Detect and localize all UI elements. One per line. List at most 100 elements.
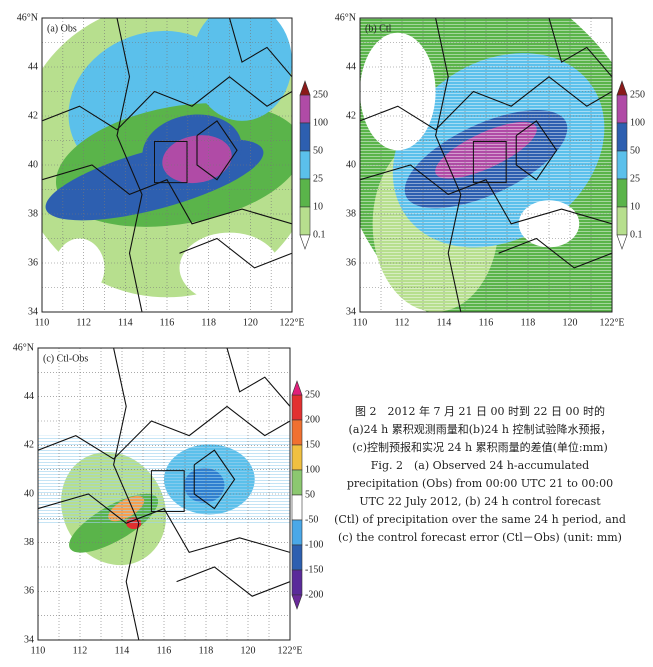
lat-label: 40 xyxy=(346,159,356,170)
lon-label: 116 xyxy=(157,645,172,656)
panel-label: (c) Ctl-Obs xyxy=(43,353,88,364)
colorbar-segment xyxy=(291,444,303,471)
caption-zh: (a)24 h 累积观测雨量和(b)24 h 控制试验降水预报， xyxy=(349,422,612,436)
beijing-box xyxy=(154,140,188,184)
colorbar-segment xyxy=(291,469,303,496)
colorbar-bottom xyxy=(291,594,303,610)
boundary xyxy=(38,405,290,460)
lat-label: 44 xyxy=(346,61,356,72)
boundary xyxy=(193,449,236,510)
boundary xyxy=(515,120,558,181)
beijing-box xyxy=(150,470,185,513)
panel-label: (b) Ctl xyxy=(365,23,392,34)
boundary xyxy=(176,566,290,597)
map-frame xyxy=(37,347,291,641)
lon-label: 122°E xyxy=(599,317,624,328)
caption-zh: (c)控制预报和实况 24 h 累积雨量的差值(单位:mm) xyxy=(352,440,607,454)
panel-label: (a) Obs xyxy=(47,23,77,34)
caption-zh: 图 2 2012 年 7 月 21 日 00 时到 22 日 00 时的 xyxy=(355,404,605,418)
lon-label: 114 xyxy=(115,645,130,656)
caption-en: (Ctl) of precipitation over the same 24 … xyxy=(334,513,626,526)
colorbar-label: -150 xyxy=(305,564,323,575)
colorbar-label: 100 xyxy=(630,117,645,128)
lon-label: 112 xyxy=(395,317,410,328)
lon-label: 112 xyxy=(73,645,88,656)
lat-label: 36 xyxy=(346,257,356,268)
lat-label: 38 xyxy=(346,208,356,219)
lon-label: 110 xyxy=(353,317,368,328)
colorbar-label: 150 xyxy=(305,439,320,450)
boundary xyxy=(42,76,292,131)
lat-label: 36 xyxy=(24,586,34,597)
lat-label: 40 xyxy=(28,159,38,170)
lat-label: 42 xyxy=(24,440,34,451)
lat-label: 34 xyxy=(24,634,34,645)
precip-area xyxy=(192,18,292,121)
lat-label: 42 xyxy=(28,110,38,121)
colorbar-label: 250 xyxy=(313,89,328,100)
colorbar-segment xyxy=(616,94,628,124)
colorbar-top xyxy=(616,80,628,96)
lat-label: 44 xyxy=(28,61,38,72)
lon-label: 118 xyxy=(201,317,216,328)
map-frame xyxy=(359,17,613,313)
colorbar-segment xyxy=(299,206,311,236)
boundary xyxy=(116,18,143,312)
boundary xyxy=(113,348,140,640)
colorbar-label: 100 xyxy=(313,117,328,128)
caption: 图 2 2012 年 7 月 21 日 00 时到 22 日 00 时的 (a)2… xyxy=(334,404,626,544)
boundary xyxy=(42,164,292,225)
colorbar-segment xyxy=(291,494,303,521)
lon-label: 112 xyxy=(76,317,91,328)
lon-label: 114 xyxy=(118,317,133,328)
colorbar-top xyxy=(291,380,303,396)
colorbar-segment xyxy=(291,419,303,446)
colorbar-segment xyxy=(299,122,311,152)
lat-label: 40 xyxy=(24,488,34,499)
boundary xyxy=(498,237,612,269)
map-frame xyxy=(41,17,293,313)
map-field xyxy=(42,18,292,312)
lon-label: 120 xyxy=(241,645,256,656)
colorbar-label: 0.1 xyxy=(630,229,643,240)
colorbar-label: 250 xyxy=(630,89,645,100)
boundary xyxy=(548,18,612,78)
colorbar-label: -100 xyxy=(305,539,323,550)
lat-label: 46°N xyxy=(13,342,34,353)
colorbar-segment xyxy=(616,150,628,180)
lon-label: 118 xyxy=(521,317,536,328)
boundary xyxy=(360,164,612,225)
colorbar-segment xyxy=(291,544,303,571)
colorbar-label: 50 xyxy=(305,489,315,500)
colorbar-bottom xyxy=(616,234,628,250)
colorbar-bottom xyxy=(299,234,311,250)
colorbar-label: 100 xyxy=(305,464,320,475)
lon-label: 116 xyxy=(160,317,175,328)
lon-label: 120 xyxy=(563,317,578,328)
lon-label: 120 xyxy=(243,317,258,328)
colorbar-label: 25 xyxy=(313,173,323,184)
colorbar-label: 10 xyxy=(630,201,640,212)
lat-label: 38 xyxy=(24,537,34,548)
colorbar-segment xyxy=(291,569,303,596)
colorbar-segment xyxy=(291,519,303,546)
lat-label: 46°N xyxy=(17,12,38,23)
caption-en: (c) the control forecast error (Ctl－Obs)… xyxy=(338,531,622,544)
lon-label: 118 xyxy=(199,645,214,656)
lon-label: 110 xyxy=(31,645,46,656)
colorbar-segment xyxy=(616,206,628,236)
precip-area xyxy=(54,238,105,298)
lat-label: 34 xyxy=(28,306,38,317)
caption-en: precipitation (Obs) from 00:00 UTC 21 to… xyxy=(347,477,613,490)
boundary xyxy=(38,493,290,554)
lon-label: 116 xyxy=(479,317,494,328)
colorbar-label: -200 xyxy=(305,589,323,600)
lon-label: 110 xyxy=(35,317,50,328)
colorbar-label: 0.1 xyxy=(313,229,326,240)
lat-label: 36 xyxy=(28,257,38,268)
lat-label: 34 xyxy=(346,306,356,317)
